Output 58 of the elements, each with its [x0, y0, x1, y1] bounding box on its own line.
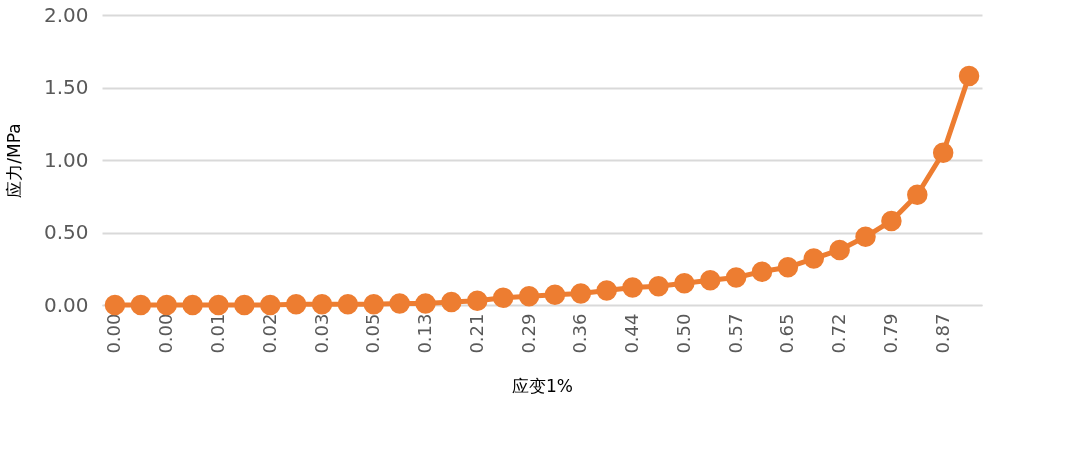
x-tick-label: 0.72 — [828, 313, 850, 354]
point — [285, 294, 307, 315]
point — [492, 287, 514, 308]
point — [803, 248, 825, 269]
y-tick-label: 1.50 — [43, 75, 89, 99]
point — [130, 294, 152, 316]
y-tick-label: 0.00 — [43, 292, 89, 317]
point — [363, 294, 385, 315]
point — [415, 293, 436, 314]
point — [518, 286, 540, 307]
x-tick-label: 0.44 — [621, 313, 643, 354]
point — [208, 294, 229, 316]
x-tick-label: 0.87 — [931, 313, 953, 354]
point — [544, 284, 566, 306]
point — [182, 294, 203, 316]
x-tick-label: 0.01 — [206, 313, 228, 354]
point — [570, 283, 592, 304]
point — [855, 226, 876, 248]
y-tick-label: 2.00 — [43, 2, 89, 27]
point — [467, 290, 488, 311]
x-tick-label: 0.13 — [414, 313, 436, 354]
point — [725, 267, 747, 288]
point — [932, 142, 954, 163]
point — [648, 275, 669, 297]
point — [881, 210, 902, 232]
point — [441, 291, 462, 313]
x-tick-label: 0.00 — [103, 313, 125, 354]
point — [829, 239, 850, 261]
point — [958, 65, 980, 87]
x-tick-label: 0.57 — [724, 313, 746, 354]
y-tick-label: 0.50 — [43, 220, 89, 244]
x-tick-label: 0.65 — [776, 313, 798, 354]
point — [674, 273, 695, 294]
x-tick-label: 0.29 — [517, 313, 539, 354]
point — [259, 294, 281, 316]
point — [699, 270, 721, 291]
point — [907, 184, 928, 206]
x-axis-title: 应变1% — [512, 375, 573, 396]
x-tick-label: 0.05 — [362, 313, 384, 354]
point — [389, 293, 410, 314]
x-tick-label: 0.50 — [672, 313, 694, 354]
point — [622, 277, 643, 298]
point — [751, 261, 773, 282]
point — [104, 294, 126, 316]
point — [777, 257, 799, 278]
x-tick-label: 0.36 — [569, 313, 591, 354]
x-tick-label: 0.00 — [155, 313, 177, 354]
point — [156, 294, 177, 316]
x-tick-label: 0.79 — [879, 313, 901, 354]
x-tick-label: 0.21 — [465, 313, 487, 354]
y-tick-label: 1.00 — [43, 147, 89, 172]
point — [311, 294, 333, 315]
point — [234, 294, 255, 316]
y-axis-title: 应力/MPa — [3, 123, 24, 198]
point — [596, 280, 617, 301]
x-tick-label: 0.02 — [258, 313, 280, 354]
x-tick-label: 0.03 — [310, 313, 332, 354]
point — [337, 294, 359, 315]
